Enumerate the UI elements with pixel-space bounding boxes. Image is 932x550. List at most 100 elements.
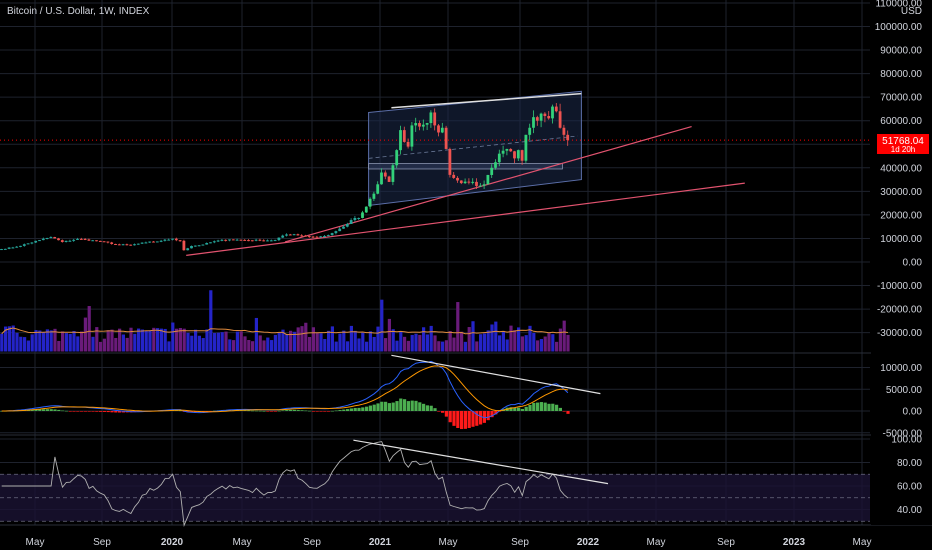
trendline-2[interactable]	[186, 182, 745, 257]
volume-bar	[292, 331, 296, 352]
macd-histogram-bar	[463, 411, 467, 429]
macd-histogram-bar	[289, 409, 293, 411]
candle-body	[273, 240, 277, 242]
candle-body	[178, 240, 182, 242]
time-axis-tick: May	[439, 537, 458, 548]
candle-body	[3, 248, 7, 250]
macd-histogram-bar	[323, 411, 327, 412]
candle-body	[376, 184, 380, 194]
candle-body	[247, 240, 250, 242]
candle-body	[197, 245, 201, 247]
candle-body	[349, 220, 353, 224]
macd-divergence-line[interactable]	[391, 354, 601, 395]
macd-axis-tick: 0.00	[903, 407, 923, 418]
volume-bar	[175, 328, 179, 352]
support-zone[interactable]	[368, 163, 563, 170]
price-pane[interactable]	[0, 90, 877, 257]
volume-bar	[300, 326, 304, 352]
macd-histogram-bar	[178, 410, 182, 412]
volume-bar	[380, 299, 384, 352]
macd-histogram-bar	[562, 411, 566, 412]
volume-bar	[528, 325, 532, 352]
candle-body	[475, 181, 478, 186]
volume-bar	[167, 341, 171, 352]
candle-body	[307, 236, 311, 238]
volume-bar	[26, 340, 30, 352]
candle-body	[148, 241, 152, 243]
price-axis-tick: 40000.00	[880, 163, 922, 174]
volume-bar	[372, 336, 376, 352]
time-axis-tick: May	[26, 537, 45, 548]
macd-histogram-bar	[380, 401, 384, 411]
rsi-pane[interactable]	[0, 439, 870, 527]
candle-body	[380, 172, 383, 185]
volume-bar	[148, 330, 152, 352]
price-axis-tick: 70000.00	[880, 93, 922, 104]
macd-histogram-bar	[121, 411, 125, 413]
candle-body	[186, 248, 190, 251]
candle-body	[566, 134, 570, 141]
candle-body	[528, 127, 532, 135]
candle-body	[68, 240, 72, 242]
candle-body	[121, 244, 125, 246]
candle-body	[535, 117, 539, 121]
macd-histogram-bar	[414, 400, 418, 411]
volume-bar	[235, 331, 239, 352]
rsi-divergence-line[interactable]	[353, 439, 609, 485]
macd-histogram-bar	[452, 411, 456, 426]
volume-bar	[247, 339, 251, 352]
candle-body	[87, 239, 91, 241]
macd-histogram-bar	[441, 411, 445, 413]
volume-bar	[114, 337, 118, 352]
volume-bar	[53, 328, 57, 352]
macd-histogram-bar	[95, 411, 99, 412]
macd-histogram-bar	[45, 409, 49, 411]
candle-body	[319, 236, 323, 238]
time-axis[interactable]: May Sep 2020 May Sep 2021 May Sep 2022 May Sep 2023…	[26, 537, 872, 548]
macd-histogram-bar	[558, 407, 562, 411]
candle-body	[64, 240, 68, 242]
macd-histogram-bar	[251, 410, 255, 412]
volume-bar	[429, 325, 433, 352]
macd-histogram-bar	[296, 410, 300, 411]
macd-histogram-bar	[262, 410, 266, 412]
rsi-axis-tick: 80.00	[897, 458, 922, 469]
candle-body	[163, 239, 167, 241]
volume-bar	[239, 331, 243, 352]
mid-dashed-line[interactable]	[368, 135, 578, 159]
macd-histogram-bar	[42, 409, 46, 411]
candle-body	[421, 124, 425, 127]
last-price-value: 51768.04	[882, 136, 924, 147]
candle-body	[224, 239, 228, 241]
upper-resistance-line[interactable]	[391, 92, 582, 109]
macd-pane[interactable]	[0, 354, 601, 430]
macd-histogram-bar	[57, 409, 61, 411]
volume-bar	[418, 334, 422, 352]
volume-bar	[543, 336, 547, 352]
candle-body	[19, 245, 22, 247]
candle-body	[296, 234, 300, 236]
volume-bar	[467, 327, 471, 352]
volume-bar	[308, 336, 312, 352]
volume-bar	[34, 330, 38, 352]
price-axis-tick: 20000.00	[880, 210, 922, 221]
volume-bar	[99, 341, 103, 352]
price-axis-tick: 60000.00	[880, 116, 922, 127]
volume-bar	[551, 334, 555, 352]
macd-histogram-bar	[266, 411, 270, 412]
signal-line	[1, 365, 568, 413]
last-price-tag-bg	[877, 134, 929, 154]
volume-bar	[281, 329, 285, 352]
rsi-axis-tick: 60.00	[897, 482, 922, 493]
macd-histogram-bar	[467, 411, 471, 429]
volume-bar	[555, 341, 559, 352]
candle-body	[539, 113, 543, 121]
volume-bar	[422, 327, 426, 352]
candle-body	[513, 151, 516, 159]
volume-bar	[566, 334, 570, 352]
macd-histogram-bar	[61, 410, 65, 412]
volume-pane[interactable]	[0, 290, 570, 352]
volume-bar	[95, 327, 99, 352]
